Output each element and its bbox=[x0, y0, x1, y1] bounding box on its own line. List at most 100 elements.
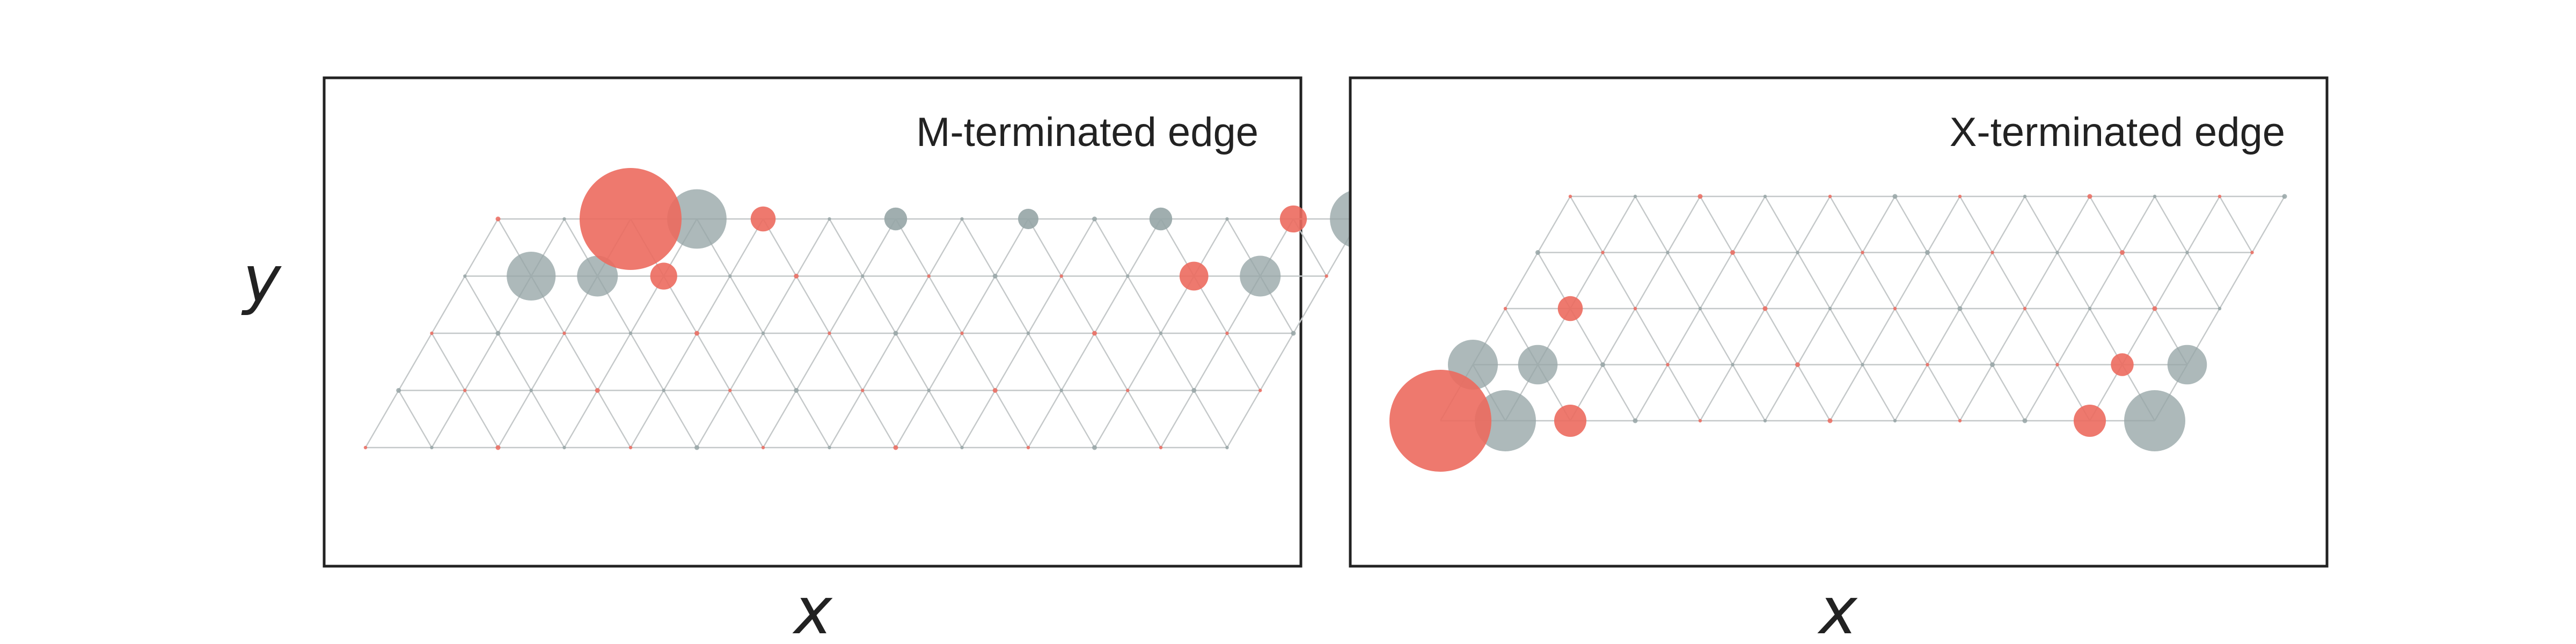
chalcogen-site bbox=[1535, 250, 1540, 255]
bond bbox=[1226, 333, 1261, 391]
atom-sites bbox=[363, 168, 1389, 450]
metal-site bbox=[1666, 363, 1670, 367]
bond bbox=[2186, 196, 2221, 253]
bond bbox=[1127, 275, 1162, 334]
bond bbox=[2024, 364, 2058, 421]
metal-site bbox=[927, 274, 931, 278]
bond bbox=[1667, 196, 1701, 253]
bond bbox=[597, 333, 632, 391]
chalcogen-site bbox=[1633, 194, 1637, 199]
bond bbox=[1226, 390, 1261, 448]
metal-site bbox=[1926, 363, 1929, 367]
metal-site bbox=[562, 331, 566, 335]
metal-site bbox=[1179, 261, 1209, 291]
chalcogen-site-weight bbox=[577, 255, 618, 297]
bond bbox=[1927, 196, 1961, 253]
metal-site bbox=[1633, 306, 1637, 311]
bond bbox=[1094, 390, 1129, 448]
chalcogen-site bbox=[1861, 363, 1864, 367]
bond bbox=[829, 390, 863, 448]
bond bbox=[862, 390, 897, 448]
metal-site-weight bbox=[580, 168, 682, 270]
bond bbox=[1027, 390, 1062, 448]
chalcogen-site bbox=[1225, 217, 1229, 221]
bond bbox=[530, 333, 565, 391]
chalcogen-site bbox=[1731, 363, 1735, 367]
bond bbox=[1829, 364, 1863, 421]
metal-site bbox=[828, 331, 831, 335]
bond bbox=[961, 333, 996, 391]
x-axis-label-right: x bbox=[1817, 574, 1858, 644]
bond bbox=[1537, 196, 1571, 253]
bond bbox=[564, 333, 598, 391]
bond bbox=[1602, 196, 1636, 253]
bond bbox=[1829, 196, 1863, 253]
bond bbox=[1797, 308, 1831, 365]
metal-site bbox=[1958, 194, 1962, 199]
chalcogen-site bbox=[1893, 419, 1897, 423]
bond bbox=[762, 333, 797, 391]
metal-site bbox=[1828, 194, 1832, 199]
bond bbox=[1602, 308, 1636, 365]
bond bbox=[1060, 333, 1095, 391]
bond bbox=[530, 390, 565, 448]
bond bbox=[2219, 252, 2253, 309]
metal-site bbox=[1059, 274, 1063, 278]
metal-site bbox=[2152, 306, 2157, 311]
chalcogen-site bbox=[761, 331, 765, 335]
bond bbox=[1027, 333, 1062, 391]
metal-site bbox=[1568, 194, 1572, 199]
metal-site bbox=[2023, 306, 2027, 311]
bond bbox=[597, 390, 632, 448]
bond bbox=[398, 333, 433, 391]
bond bbox=[1927, 364, 1961, 421]
bond bbox=[1894, 252, 1928, 309]
chalcogen-site bbox=[529, 389, 533, 392]
chalcogen-site bbox=[1191, 388, 1197, 393]
metal-site bbox=[1557, 296, 1583, 321]
bond-network bbox=[1439, 195, 2286, 422]
chalcogen-site bbox=[628, 331, 633, 335]
panel-m-terminated: M-terminated edge bbox=[323, 76, 1389, 568]
metal-site bbox=[430, 331, 434, 335]
bond bbox=[1127, 333, 1162, 391]
panel-frame bbox=[323, 76, 1302, 568]
bond bbox=[829, 218, 863, 277]
chalcogen-site-weight bbox=[1475, 390, 1536, 451]
metal-site bbox=[1762, 306, 1768, 311]
y-axis-label: y bbox=[241, 243, 282, 317]
bond bbox=[862, 333, 897, 391]
panel-title: M-terminated edge bbox=[916, 109, 1258, 155]
chalcogen-site bbox=[960, 445, 964, 450]
metal-site bbox=[463, 389, 467, 392]
bond bbox=[1699, 252, 1733, 309]
bond bbox=[1667, 252, 1701, 309]
bond bbox=[1094, 275, 1129, 334]
chalcogen-site bbox=[1149, 207, 1173, 231]
metal-site bbox=[1554, 404, 1587, 437]
bond bbox=[696, 390, 731, 448]
bond bbox=[431, 390, 466, 448]
bond bbox=[2024, 308, 2058, 365]
bond bbox=[2186, 252, 2221, 309]
bond bbox=[1667, 308, 1701, 365]
bond bbox=[2219, 196, 2253, 253]
bond bbox=[729, 275, 764, 334]
bond bbox=[762, 390, 797, 448]
bond bbox=[994, 390, 1029, 448]
chalcogen-site bbox=[728, 274, 732, 278]
bond bbox=[431, 275, 466, 334]
metal-site bbox=[1601, 251, 1605, 254]
bond bbox=[2154, 196, 2188, 253]
bond bbox=[1797, 252, 1831, 309]
chalcogen-site bbox=[1291, 331, 1296, 336]
metal-site bbox=[1225, 331, 1229, 335]
bond bbox=[464, 333, 499, 391]
bond bbox=[895, 390, 930, 448]
bond bbox=[1094, 333, 1129, 391]
chalcogen-site bbox=[463, 274, 467, 278]
bond bbox=[1027, 218, 1062, 277]
bond bbox=[1862, 364, 1896, 421]
chalcogen-site bbox=[1059, 389, 1063, 392]
bond bbox=[1060, 390, 1095, 448]
